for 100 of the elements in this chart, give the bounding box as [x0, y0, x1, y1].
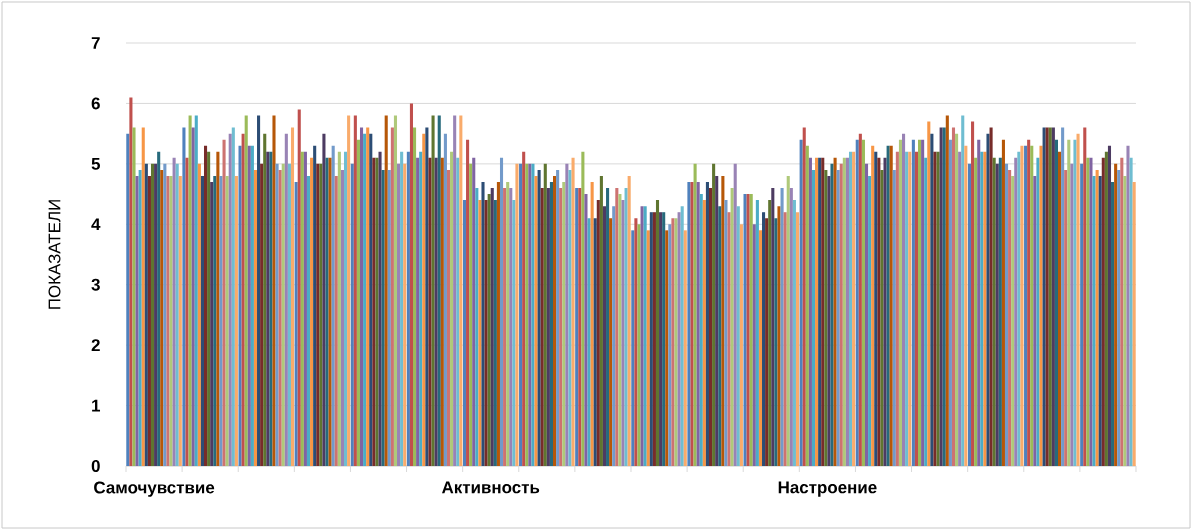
bar: [400, 151, 404, 466]
bar: [459, 115, 463, 466]
bar: [606, 188, 610, 466]
bar: [278, 169, 282, 466]
bar: [363, 133, 367, 466]
bar: [506, 181, 510, 466]
bar: [378, 151, 382, 466]
bar: [509, 188, 513, 466]
bar: [129, 97, 133, 466]
bar: [877, 157, 881, 466]
bar: [730, 188, 734, 466]
bar: [883, 157, 887, 466]
bar: [369, 133, 373, 466]
bar: [871, 145, 875, 466]
bar: [780, 188, 784, 466]
bar: [313, 145, 317, 466]
bar: [1132, 181, 1136, 466]
bar: [1095, 169, 1099, 466]
bar: [802, 127, 806, 466]
bar: [974, 157, 978, 466]
bar: [836, 169, 840, 466]
bar: [1036, 157, 1040, 466]
bar: [534, 175, 538, 466]
bar: [416, 157, 420, 466]
bar: [297, 109, 301, 466]
bar: [824, 169, 828, 466]
bar: [359, 127, 364, 466]
bar: [353, 115, 357, 466]
bar: [755, 200, 759, 466]
bar: [1076, 133, 1080, 466]
bar: [609, 218, 613, 466]
bar: [440, 157, 444, 466]
y-tick-label: 3: [91, 278, 100, 291]
bar: [992, 157, 996, 466]
bar: [154, 163, 158, 466]
bar: [287, 163, 291, 466]
bar: [848, 151, 853, 466]
bar: [244, 115, 248, 466]
bar: [618, 194, 622, 466]
bar: [163, 163, 167, 466]
bar: [752, 224, 756, 466]
bar: [437, 115, 441, 466]
bar: [366, 127, 370, 466]
bar: [347, 115, 351, 466]
bar: [858, 133, 862, 466]
bar: [434, 157, 438, 466]
bar: [702, 200, 706, 466]
bar: [1039, 145, 1043, 466]
bar: [203, 145, 208, 466]
bar: [234, 175, 238, 466]
bar: [712, 163, 716, 466]
bar: [683, 230, 687, 466]
bar: [961, 115, 965, 466]
bar: [549, 181, 553, 466]
bar: [182, 127, 186, 466]
bar: [231, 127, 235, 466]
bar: [387, 169, 391, 466]
bar: [1017, 151, 1021, 466]
bar: [568, 169, 572, 466]
bar: [446, 169, 451, 466]
bar: [1070, 163, 1074, 466]
bar: [496, 181, 500, 466]
bar: [1027, 139, 1031, 466]
bar: [902, 133, 906, 466]
bar: [200, 175, 204, 466]
bar: [930, 133, 934, 466]
bar: [1004, 163, 1009, 466]
bar: [1033, 175, 1037, 466]
bar: [213, 175, 217, 466]
bar: [833, 157, 837, 466]
bar: [322, 133, 326, 466]
bar: [727, 212, 731, 466]
bar: [593, 218, 597, 466]
bar: [590, 181, 594, 466]
bar: [895, 151, 899, 466]
bar: [228, 133, 232, 466]
bar: [677, 212, 681, 466]
bar: [789, 188, 793, 466]
bar: [855, 139, 859, 466]
bar: [141, 127, 145, 466]
bar: [475, 188, 479, 466]
bar: [1129, 157, 1133, 466]
bar: [275, 163, 279, 466]
bar: [540, 188, 544, 466]
bar: [443, 133, 447, 466]
bar: [406, 151, 410, 466]
bar: [422, 133, 426, 466]
bar: [771, 188, 775, 466]
bar: [768, 200, 772, 466]
bar: [1080, 163, 1084, 466]
bar: [390, 127, 394, 466]
bar: [587, 218, 591, 466]
bar: [294, 181, 298, 466]
bar: [559, 188, 563, 466]
bar: [238, 145, 242, 466]
bar: [765, 218, 769, 466]
bar: [989, 127, 993, 466]
bar: [665, 230, 669, 466]
bar: [581, 151, 585, 466]
bar: [425, 127, 429, 466]
